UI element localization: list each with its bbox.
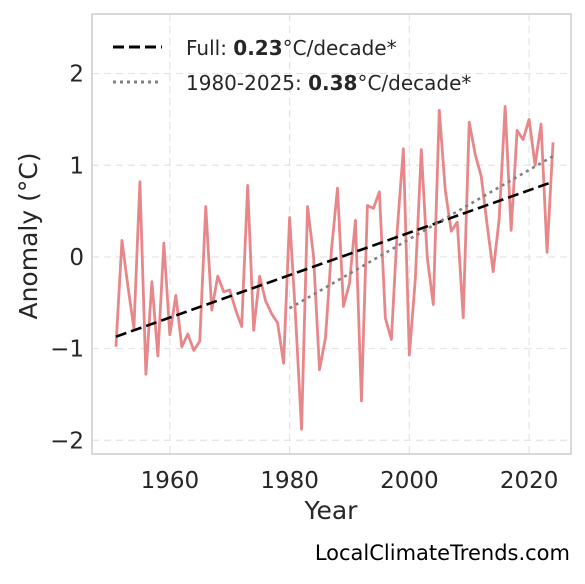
- legend-full-value: 0.23: [233, 36, 282, 60]
- legend-full-prefix: Full:: [186, 36, 233, 60]
- legend-entry-recent: 1980-2025: 0.38°C/decade*: [186, 71, 471, 95]
- legend-recent-suffix: °C/decade*: [357, 71, 471, 95]
- y-tick-label: −1: [50, 337, 84, 363]
- series-line-anomaly: [114, 105, 555, 431]
- legend-full-suffix: °C/decade*: [283, 36, 397, 60]
- legend-entry-full: Full: 0.23°C/decade*: [186, 36, 397, 60]
- legend: Full: 0.23°C/decade* 1980-2025: 0.38°C/d…: [113, 36, 471, 95]
- trend-line-1980-2025: [288, 154, 554, 310]
- x-tick-label: 1980: [260, 468, 319, 494]
- plot-frame: [91, 13, 572, 455]
- series-layer: [114, 105, 555, 431]
- tick-labels: 1960 1980 2000 2020 −2 −1 0 1 2: [50, 62, 558, 494]
- legend-recent-prefix: 1980-2025:: [186, 71, 308, 95]
- y-tick-label: 1: [69, 153, 84, 179]
- x-tick-label: 1960: [141, 468, 200, 494]
- site-credit: LocalClimateTrends.com: [315, 541, 570, 565]
- x-tick-label: 2020: [500, 468, 559, 494]
- legend-recent-value: 0.38: [308, 71, 357, 95]
- trend-line-full: [115, 180, 554, 338]
- y-tick-label: 0: [69, 245, 84, 271]
- y-tick-label: 2: [69, 62, 84, 88]
- y-axis-title: Anomaly (°C): [14, 152, 43, 319]
- x-tick-label: 2000: [380, 468, 439, 494]
- x-axis-title: Year: [304, 496, 359, 525]
- y-tick-label: −2: [50, 428, 84, 454]
